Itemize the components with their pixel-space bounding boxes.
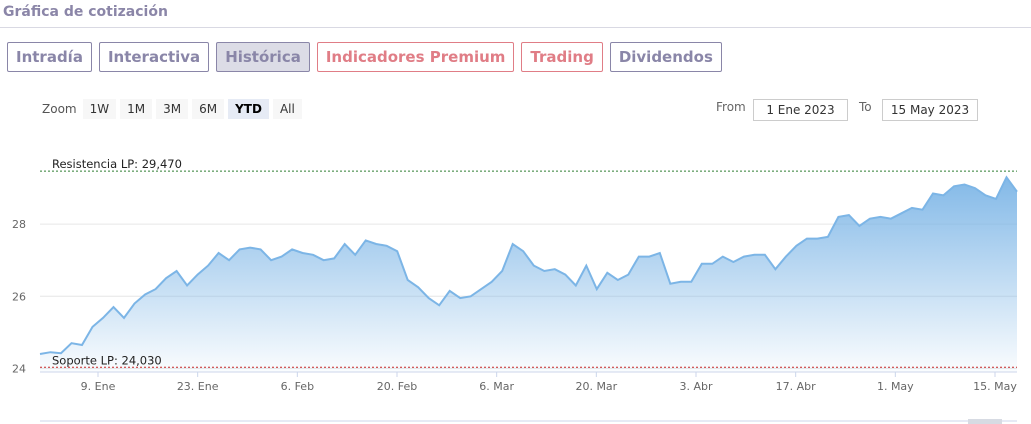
to-date-input[interactable]: 15 May 2023 [882, 99, 978, 121]
x-tick-label: 23. Ene [177, 380, 219, 393]
chart-tabs: Intradía Interactiva Histórica Indicadores … [7, 42, 722, 72]
tab-hist-rica[interactable]: Histórica [216, 42, 310, 72]
tab-dividendos[interactable]: Dividendos [609, 42, 722, 72]
chart-section-title: Gráfica de cotización [3, 4, 168, 20]
annotation-label: Resistencia LP: 29,470 [52, 157, 182, 171]
from-label: From [716, 100, 746, 114]
zoom-button-1w[interactable]: 1W [82, 99, 117, 119]
x-tick-label: 6. Feb [281, 380, 314, 393]
x-tick-label: 9. Ene [81, 380, 116, 393]
price-area [40, 177, 1017, 372]
navigator-handle [968, 419, 1002, 424]
tab-indicadores-premium[interactable]: Indicadores Premium [316, 42, 515, 72]
price-line [39, 175, 1018, 355]
zoom-button-ytd[interactable]: YTD [228, 99, 269, 119]
tab-intrad-a[interactable]: Intradía [7, 42, 92, 72]
zoom-button-1m[interactable]: 1M [120, 99, 153, 119]
x-tick-label: 20. Mar [575, 380, 617, 393]
zoom-controls: Zoom 1W 1M 3M 6M YTD All [42, 99, 306, 119]
x-tick-label: 17. Abr [776, 380, 816, 393]
chart-header: Gráfica de cotización [0, 0, 1031, 28]
x-tick-label: 3. Abr [679, 380, 712, 393]
x-tick-label: 15. May [973, 380, 1017, 393]
zoom-button-all[interactable]: All [272, 99, 302, 119]
from-date-input[interactable]: 1 Ene 2023 [753, 99, 848, 121]
to-label: To [859, 100, 872, 114]
x-tick-label: 1. May [877, 380, 914, 393]
annotation-label: Soporte LP: 24,030 [52, 353, 162, 367]
tab-trading[interactable]: Trading [521, 42, 603, 72]
y-tick-label: 28 [12, 218, 26, 231]
x-tick-label: 6. Mar [479, 380, 514, 393]
tab-interactiva[interactable]: Interactiva [98, 42, 210, 72]
y-tick-label: 26 [12, 290, 26, 303]
zoom-button-6m[interactable]: 6M [192, 99, 225, 119]
x-tick-label: 20. Feb [377, 380, 417, 393]
y-tick-label: 24 [12, 362, 26, 375]
zoom-button-3m[interactable]: 3M [156, 99, 189, 119]
zoom-label: Zoom [42, 102, 77, 116]
price-chart: Resistencia LP: 29,470 Soporte LP: 24,030… [12, 157, 1018, 424]
